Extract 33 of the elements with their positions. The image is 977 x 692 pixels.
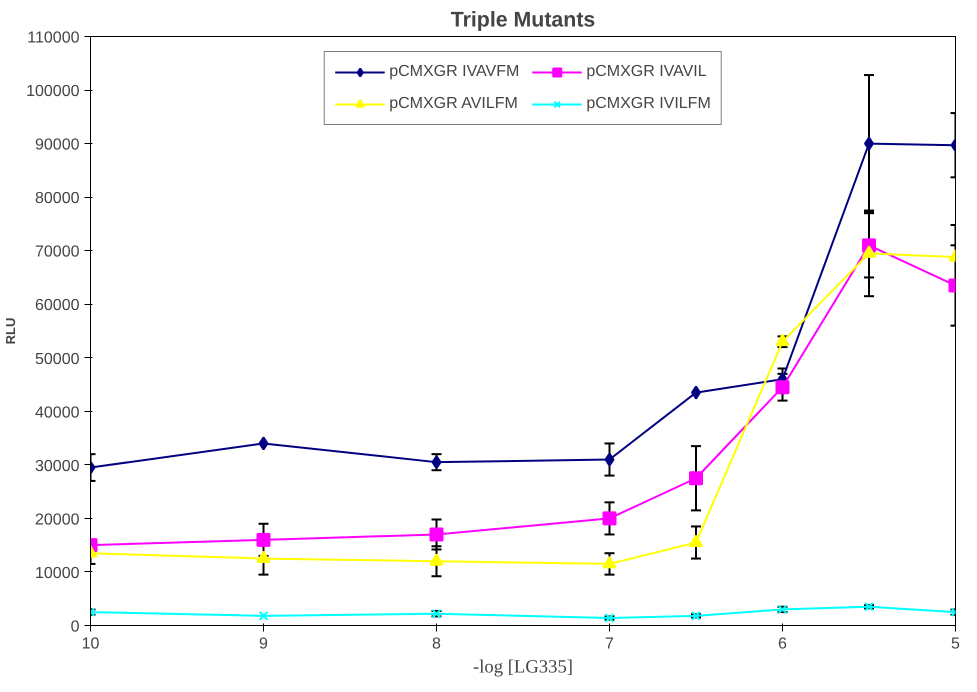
y-tick-label: 90000 [35,136,80,154]
y-tick-label: 110000 [27,30,80,46]
chart-title: Triple Mutants [450,8,596,32]
x-tick-label: 10 [82,636,100,652]
y-tick-label: 100000 [26,83,80,100]
legend-label: pCMXGR AVILFM [389,95,518,113]
y-axis-title: RLU [3,318,18,344]
y-tick-label: 10000 [35,564,80,582]
x-tick-label: 8 [432,636,442,652]
point [602,511,616,526]
point [776,380,790,394]
y-tick-label: 50000 [35,350,80,368]
x-tick-label: 7 [605,636,614,652]
legend-label: pCMXGR IVAVIL [586,63,707,81]
y-tick-label: 20000 [35,511,80,528]
point [691,610,701,621]
y-tick-label: 0 [70,618,80,636]
x-tick-label: 6 [778,636,788,652]
x-tick-label: 9 [259,636,268,652]
y-tick-label: 80000 [35,190,80,208]
y-tick-label: 70000 [35,244,80,261]
y-tick-label: 40000 [35,404,80,422]
point [864,602,874,612]
point [689,471,703,486]
point [430,527,444,542]
x-axis-title: -log [LG335] [473,656,574,678]
legend-label: pCMXGR IVAVFM [389,63,520,81]
y-tick-label: 30000 [35,458,80,475]
y-tick-label: 60000 [35,297,80,314]
point [258,610,268,621]
legend-label: pCMXGR IVILFM [586,95,711,113]
point [256,532,270,547]
x-tick-label: 5 [951,636,960,652]
